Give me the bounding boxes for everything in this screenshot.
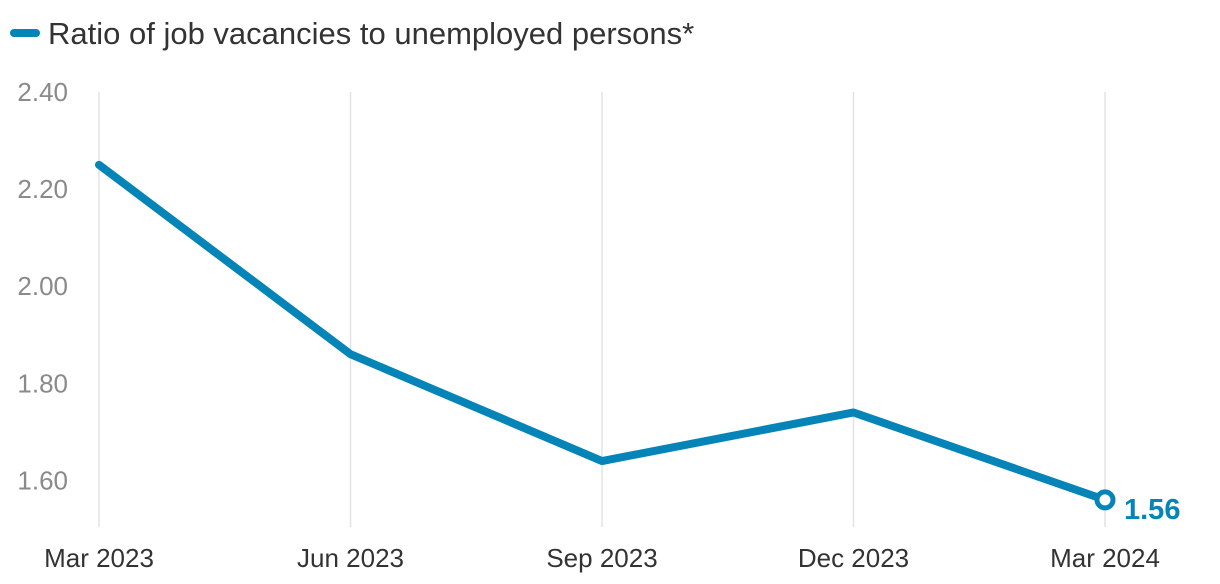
end-point-marker [1094, 489, 1116, 511]
legend-label: Ratio of job vacancies to unemployed per… [48, 16, 694, 51]
x-tick-label: Sep 2023 [546, 543, 657, 573]
series-layer: 1.56 [95, 160, 1180, 526]
x-axis-ticks: Mar 2023 Jun 2023 Sep 2023 Dec 2023 Mar 2024 [44, 543, 1160, 573]
legend: Ratio of job vacancies to unemployed per… [10, 16, 694, 51]
y-tick-label: 2.00 [17, 271, 68, 301]
x-tick-label: Jun 2023 [297, 543, 404, 573]
y-tick-label: 2.20 [17, 174, 68, 204]
y-tick-label: 1.80 [17, 368, 68, 398]
x-tick-label: Mar 2024 [1050, 543, 1160, 573]
series-line [95, 160, 1109, 504]
y-tick-label: 1.60 [17, 465, 68, 495]
x-tick-label: Mar 2023 [44, 543, 154, 573]
y-tick-label: 2.40 [17, 77, 68, 107]
grid-lines [98, 92, 1106, 527]
legend-swatch [10, 29, 40, 37]
y-axis-ticks: 1.60 1.80 2.00 2.20 2.40 [17, 77, 68, 495]
end-value-label: 1.56 [1124, 494, 1180, 526]
x-tick-label: Dec 2023 [798, 543, 909, 573]
